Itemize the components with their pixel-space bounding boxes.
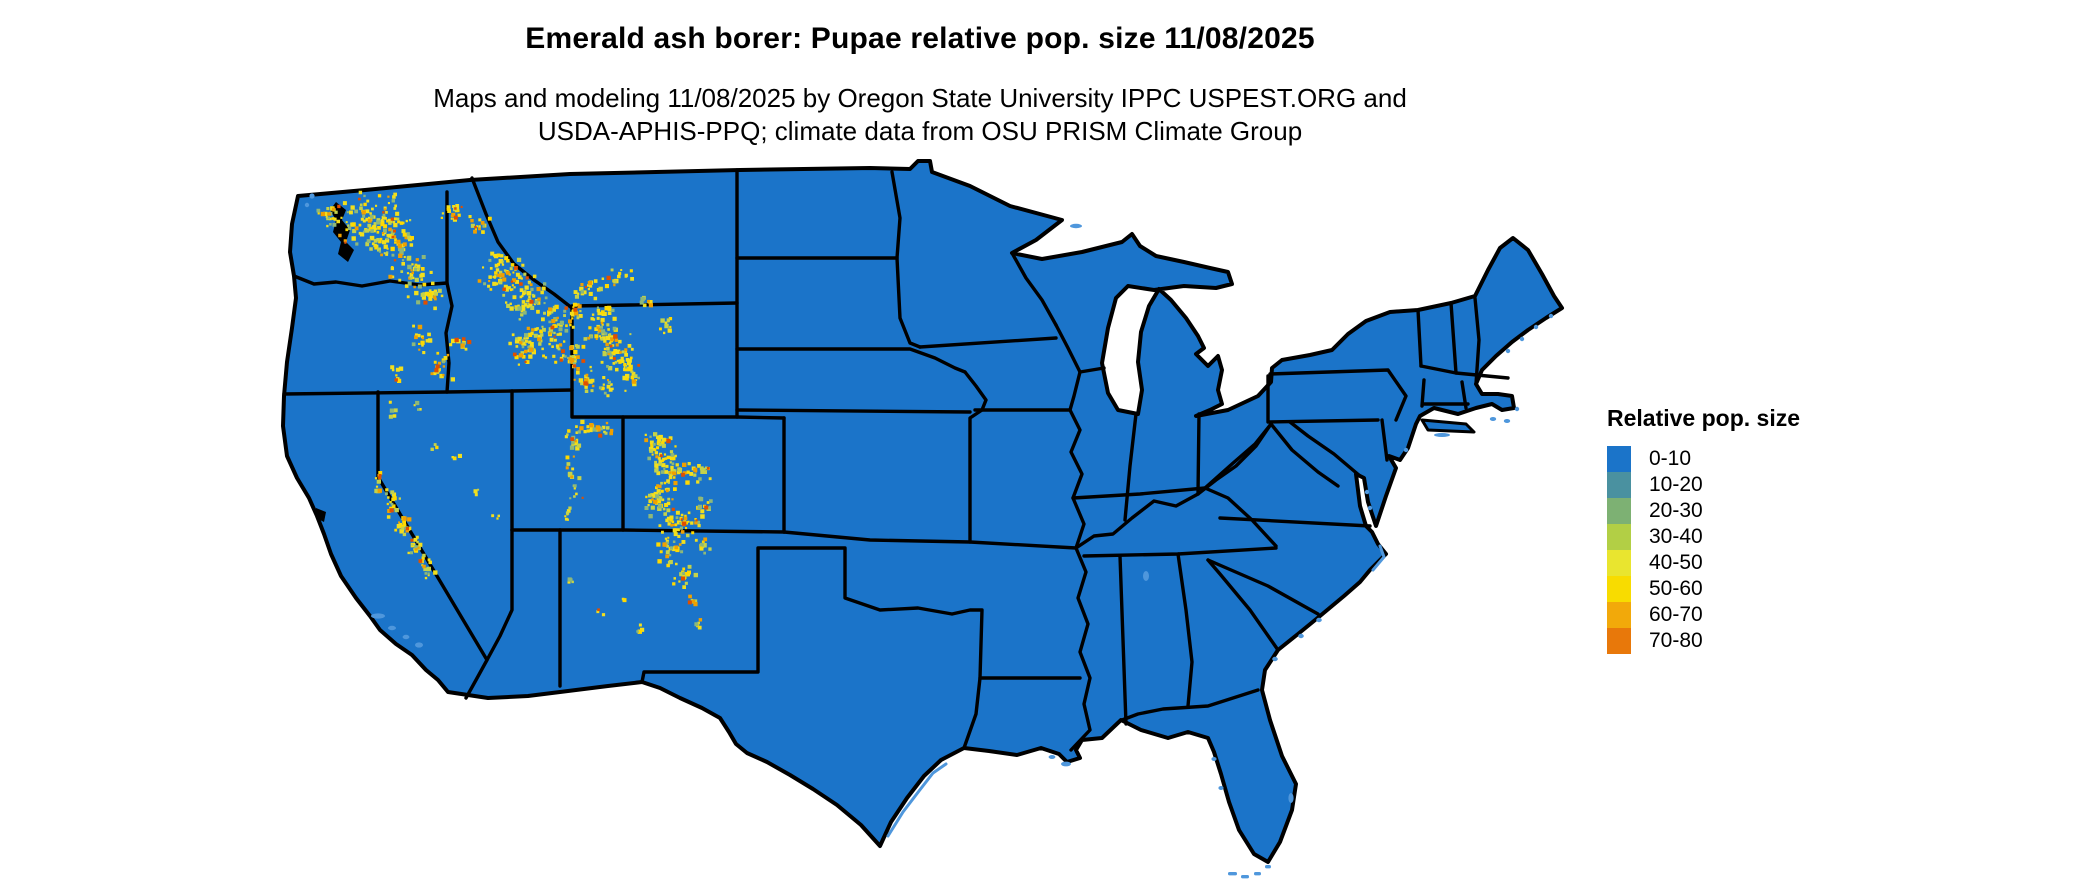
legend-swatch	[1607, 602, 1631, 628]
legend-label: 0-10	[1649, 447, 1692, 470]
legend-label: 60-70	[1649, 603, 1703, 626]
legend-label: 40-50	[1649, 551, 1703, 574]
us-map	[281, 159, 1564, 879]
legend-row: 70-80	[1607, 628, 1800, 654]
map-area	[270, 158, 1570, 892]
puget-sound	[330, 202, 354, 262]
san-francisco-bay	[316, 508, 326, 522]
legend-swatch	[1607, 524, 1631, 550]
legend-row: 50-60	[1607, 576, 1800, 602]
conterminous-us-landmass	[281, 159, 1564, 864]
hotspot-speckles	[323, 190, 712, 632]
legend-title: Relative pop. size	[1607, 405, 1801, 431]
map-subtitle-line2: USDA-APHIS-PPQ; climate data from OSU PR…	[537, 116, 1303, 146]
map-subtitle: Maps and modeling 11/08/2025 by Oregon S…	[270, 82, 1570, 148]
map-subtitle-line1: Maps and modeling 11/08/2025 by Oregon S…	[433, 83, 1407, 113]
legend: Relative pop. size 0-10 10-20 20-30 30-40 40…	[1607, 405, 1800, 654]
hotspot-speckles	[320, 195, 708, 622]
population-hotspots	[316, 190, 713, 634]
legend-label: 50-60	[1649, 577, 1703, 600]
legend-rows: 0-10 10-20 20-30 30-40 40-50 50-60 60-70 70-80	[1607, 446, 1800, 654]
legend-swatch	[1607, 628, 1631, 654]
legend-row: 0-10	[1607, 446, 1800, 472]
legend-row: 60-70	[1607, 602, 1800, 628]
legend-swatch	[1607, 498, 1631, 524]
legend-swatch	[1607, 446, 1631, 472]
legend-swatch	[1607, 472, 1631, 498]
legend-label: 30-40	[1649, 525, 1703, 548]
legend-row: 20-30	[1607, 498, 1800, 524]
legend-swatch	[1607, 550, 1631, 576]
long-island	[1420, 418, 1476, 434]
water-bodies	[316, 202, 354, 522]
legend-label: 10-20	[1649, 473, 1703, 496]
coastal-water-marks	[304, 193, 1554, 879]
legend-row: 40-50	[1607, 550, 1800, 576]
map-title: Emerald ash borer: Pupae relative pop. s…	[525, 22, 1315, 55]
legend-label: 20-30	[1649, 499, 1703, 522]
legend-row: 10-20	[1607, 472, 1800, 498]
us-land-outline	[281, 159, 1564, 864]
legend-label: 70-80	[1649, 629, 1703, 652]
legend-swatch	[1607, 576, 1631, 602]
legend-row: 30-40	[1607, 524, 1800, 550]
